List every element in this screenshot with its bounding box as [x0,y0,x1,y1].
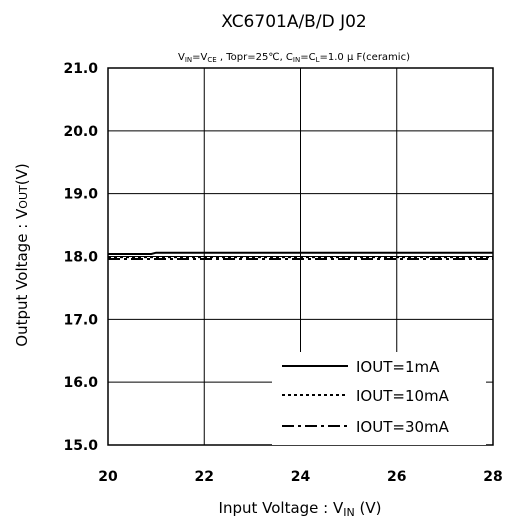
legend-box [272,352,486,445]
x-axis-label: Input Voltage : VIN (V) [219,499,382,519]
x-tick-label: 26 [387,469,406,485]
series-layer [108,251,493,260]
x-tick-label: 28 [483,469,502,485]
y-tick-label: 17.0 [63,312,98,328]
y-tick-label: 16.0 [63,375,98,391]
y-tick-label: 20.0 [63,124,98,140]
x-tick-label: 24 [291,469,311,485]
y-tick-label: 15.0 [63,438,98,454]
chart-title: XC6701A/B/D J02 [221,12,366,32]
y-tick-label: 19.0 [63,187,98,203]
chart-subtitle: VIN=VCE , Topr=25℃, CIN=CL=1.0 μ F(ceram… [178,52,410,64]
legend-label-1: IOUT=1mA [356,358,440,376]
series-line-1 [108,251,493,255]
legend: IOUT=1mA IOUT=10mA IOUT=30mA [272,352,486,445]
tick-labels: 21.0 20.0 19.0 18.0 17.0 16.0 15.020 22 24 26 28 [63,61,502,485]
y-axis-label: Output Voltage : VOUT(V) [13,163,31,346]
y-tick-label: 18.0 [63,250,98,266]
legend-label-3: IOUT=30mA [356,418,450,436]
x-tick-label: 20 [98,469,118,485]
legend-label-2: IOUT=10mA [356,387,450,405]
y-tick-label: 21.0 [63,61,98,77]
x-tick-label: 22 [195,469,214,485]
